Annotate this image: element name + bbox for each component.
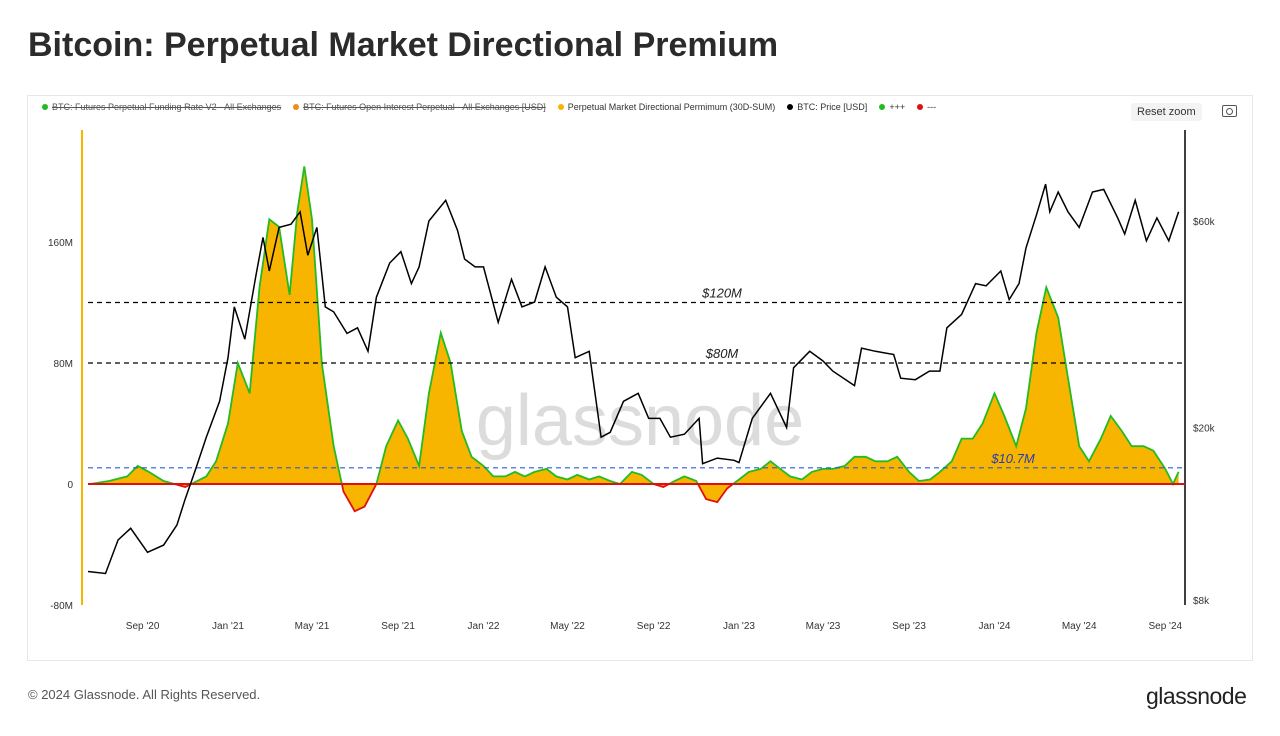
- x-tick-label: Jan '24: [979, 621, 1011, 632]
- legend-item-open-interest[interactable]: BTC: Futures Open Interest Perpetual - A…: [293, 102, 546, 112]
- watermark: glassnode: [476, 381, 804, 461]
- premium-line-positive: [89, 166, 1180, 484]
- camera-icon[interactable]: [1222, 105, 1237, 117]
- x-tick-label: May '23: [806, 621, 841, 632]
- legend: BTC: Futures Perpetual Funding Rate V2 -…: [42, 102, 936, 112]
- x-tick-label: Sep '24: [1148, 621, 1182, 632]
- y-left-tick-label: 0: [67, 480, 73, 491]
- legend-dot-icon: [787, 104, 794, 110]
- chart-title: Bitcoin: Perpetual Market Directional Pr…: [28, 26, 779, 64]
- x-tick-label: Sep '21: [381, 621, 415, 632]
- x-tick-label: Jan '21: [212, 621, 244, 632]
- copyright: © 2024 Glassnode. All Rights Reserved.: [28, 687, 261, 702]
- y-left-tick-label: 80M: [54, 359, 73, 370]
- legend-item-price[interactable]: BTC: Price [USD]: [787, 102, 867, 112]
- legend-item-premium[interactable]: Perpetual Market Directional Permimum (3…: [557, 102, 776, 112]
- y-right-tick-label: $60k: [1193, 217, 1216, 228]
- legend-label: ---: [927, 102, 937, 112]
- chart-frame: [27, 95, 1253, 661]
- x-tick-label: Sep '20: [126, 621, 160, 632]
- legend-label: Perpetual Market Directional Permimum (3…: [567, 102, 776, 112]
- legend-dot-icon: [293, 104, 300, 110]
- legend-label: BTC: Futures Open Interest Perpetual - A…: [303, 102, 546, 112]
- legend-label: +++: [889, 102, 906, 112]
- legend-label: BTC: Price [USD]: [797, 102, 868, 112]
- x-tick-label: May '22: [550, 621, 585, 632]
- x-tick-label: May '24: [1062, 621, 1097, 632]
- y-left-tick-label: 160M: [48, 238, 73, 249]
- legend-dot-icon: [42, 104, 48, 110]
- reference-line-label: $10.7M: [990, 451, 1035, 466]
- reference-line-label: $120M: [701, 286, 742, 301]
- y-right-tick-label: $20k: [1193, 424, 1216, 435]
- x-tick-label: Jan '22: [468, 621, 500, 632]
- x-tick-label: May '21: [295, 621, 330, 632]
- glassnode-logo: glassnode: [1146, 683, 1247, 709]
- x-tick-label: Jan '23: [723, 621, 755, 632]
- y-right-tick-label: $8k: [1193, 596, 1210, 607]
- legend-item-funding-rate[interactable]: BTC: Futures Perpetual Funding Rate V2 -…: [42, 102, 281, 112]
- x-tick-label: Sep '23: [892, 621, 926, 632]
- reset-zoom-button[interactable]: Reset zoom: [1131, 103, 1202, 121]
- y-left-tick-label: -80M: [50, 601, 73, 612]
- reference-line-label: $80M: [705, 346, 739, 361]
- x-tick-label: Sep '22: [637, 621, 671, 632]
- premium-area: [90, 166, 1179, 512]
- price-line: [87, 183, 1180, 575]
- legend-item-negative[interactable]: ---: [917, 102, 936, 112]
- legend-label: BTC: Futures Perpetual Funding Rate V2 -…: [52, 102, 282, 112]
- legend-dot-icon: [879, 104, 886, 110]
- legend-dot-icon: [917, 104, 924, 110]
- legend-dot-icon: [557, 104, 564, 110]
- legend-item-positive[interactable]: +++: [879, 102, 905, 112]
